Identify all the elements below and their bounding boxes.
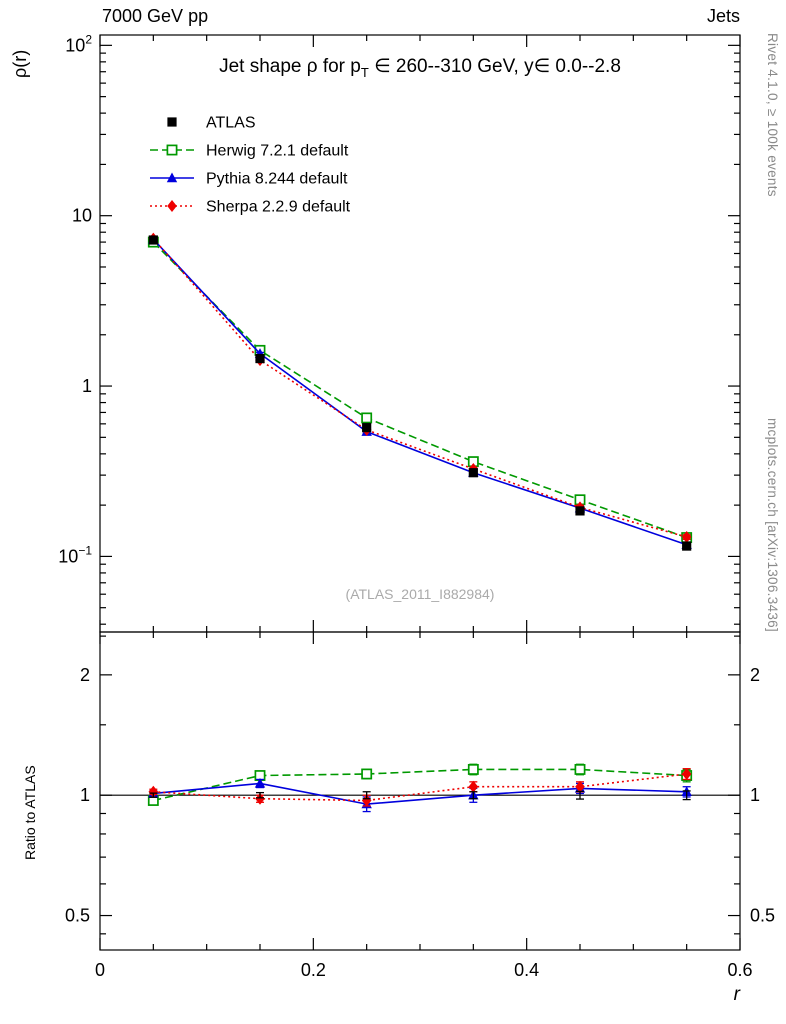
mcplots-reference-note: mcplots.cern.ch [arXiv:1306.3436] bbox=[765, 417, 780, 632]
main-y-tick-label: 10−1 bbox=[58, 543, 92, 566]
legend-item-pythia-8-244-default: Pythia 8.244 default bbox=[150, 171, 348, 188]
analysis-id-watermark: (ATLAS_2011_I882984) bbox=[345, 586, 495, 602]
axis-ticks bbox=[99, 35, 741, 950]
ratio-y-tick-label-right: 0.5 bbox=[750, 906, 775, 926]
y-axis-label: ρ(r) bbox=[10, 49, 30, 78]
plot-title: Jet shape ρ for pT ∈ 260--310 GeV, y∈ 0.… bbox=[100, 55, 740, 80]
plot-title-subscript: T bbox=[360, 64, 369, 80]
series-sherpa-2-2-9-default-main bbox=[148, 232, 692, 544]
series-sherpa-2-2-9-default-ratio bbox=[148, 767, 692, 807]
main-panel-frame bbox=[99, 34, 741, 633]
legend-label: Herwig 7.2.1 default bbox=[206, 143, 349, 160]
beam-energy-label: 7000 GeV pp bbox=[102, 6, 209, 26]
legend-label: Pythia 8.244 default bbox=[206, 171, 348, 188]
ratio-y-tick-label-left: 0.5 bbox=[65, 906, 90, 926]
series-pythia-8-244-default-main bbox=[148, 233, 692, 549]
ratio-y-tick-label-right: 2 bbox=[750, 665, 760, 685]
x-tick-label: 0 bbox=[95, 960, 105, 980]
series-atlas-ratio bbox=[149, 790, 691, 801]
analysis-category-label: Jets bbox=[706, 6, 740, 26]
plot-title-pre: Jet shape ρ for p bbox=[219, 56, 361, 77]
ratio-y-tick-label-right: 1 bbox=[750, 785, 760, 805]
series-atlas-main bbox=[148, 235, 692, 551]
main-y-tick-label: 102 bbox=[65, 32, 92, 55]
x-tick-label: 0.2 bbox=[301, 960, 326, 980]
series-herwig-7-2-1-default-main bbox=[147, 236, 693, 544]
ratio-y-tick-label-left: 2 bbox=[80, 665, 90, 685]
main-y-tick-label: 1 bbox=[82, 376, 92, 396]
legend: ATLAS Herwig 7.2.1 default Pythia 8.244 de… bbox=[150, 115, 351, 216]
x-axis-label: r bbox=[733, 984, 740, 1005]
legend-label: ATLAS bbox=[206, 115, 256, 132]
ratio-y-tick-label-left: 1 bbox=[80, 785, 90, 805]
legend-item-sherpa-2-2-9-default: Sherpa 2.2.9 default bbox=[150, 199, 351, 216]
axis-tick-labels: 102 10 1 10−1 2 2 1 1 0.5 0.5 0 0.2 0.4 0.6 bbox=[58, 32, 775, 980]
main-y-tick-label: 10 bbox=[72, 206, 92, 226]
x-tick-label: 0.4 bbox=[514, 960, 539, 980]
rivet-version-note: Rivet 4.1.0, ≥ 100k events bbox=[765, 33, 780, 197]
legend-label: Sherpa 2.2.9 default bbox=[206, 199, 351, 216]
plot-title-post: ∈ 260--310 GeV, y∈ 0.0--2.8 bbox=[368, 56, 621, 77]
legend-item-herwig-7-2-1-default: Herwig 7.2.1 default bbox=[150, 143, 349, 160]
legend-item-atlas: ATLAS bbox=[167, 115, 256, 132]
x-tick-label: 0.6 bbox=[727, 960, 752, 980]
ratio-y-axis-label: Ratio to ATLAS bbox=[22, 765, 38, 860]
